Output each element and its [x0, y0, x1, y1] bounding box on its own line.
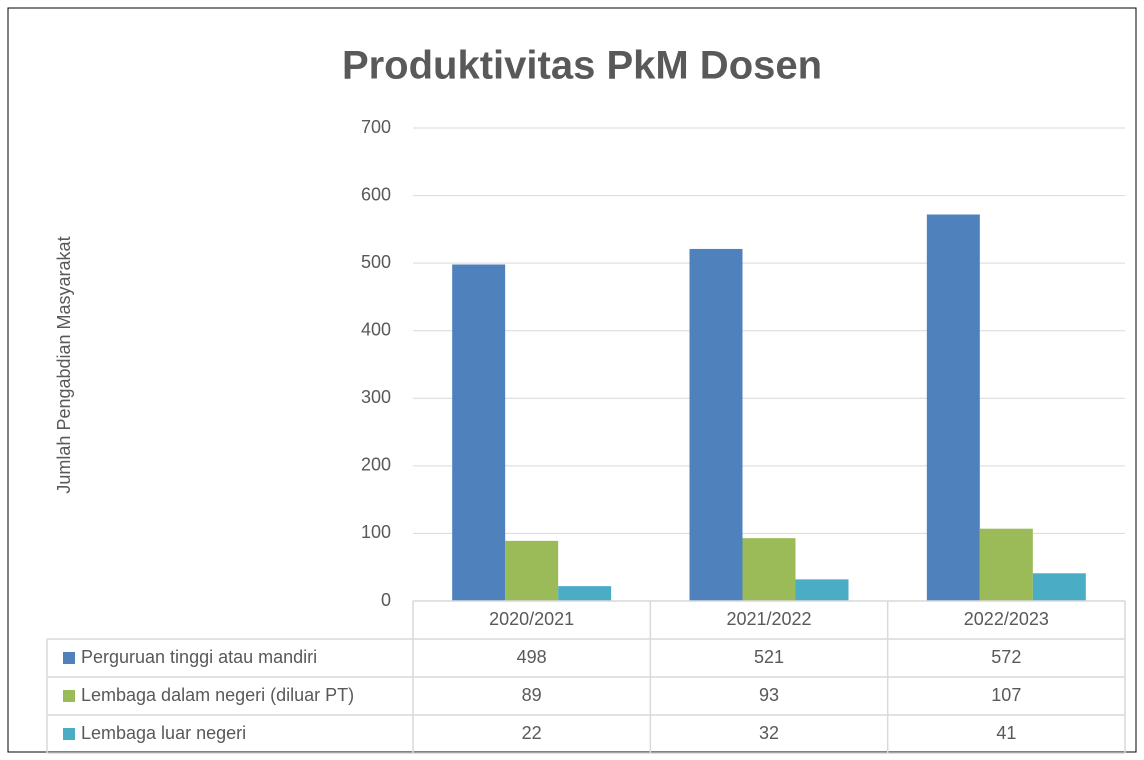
table-value: 22: [522, 723, 542, 743]
legend-key: [63, 690, 75, 702]
y-tick-label: 300: [361, 387, 391, 407]
bar: [452, 264, 506, 601]
x-tick-label: 2022/2023: [964, 609, 1049, 629]
y-tick-label: 500: [361, 252, 391, 272]
table-value: 107: [991, 685, 1021, 705]
bar: [742, 538, 796, 601]
table-value: 521: [754, 647, 784, 667]
y-tick-label: 100: [361, 522, 391, 542]
y-tick-label: 400: [361, 319, 391, 339]
bar: [505, 540, 559, 601]
table-value: 498: [517, 647, 547, 667]
y-tick-label: 600: [361, 184, 391, 204]
legend-label: Lembaga luar negeri: [81, 723, 246, 743]
bar: [979, 528, 1033, 601]
x-tick-label: 2020/2021: [489, 609, 574, 629]
x-tick-label: 2021/2022: [726, 609, 811, 629]
bar: [558, 586, 612, 601]
table-value: 572: [991, 647, 1021, 667]
legend-label: Lembaga dalam negeri (diluar PT): [81, 685, 354, 705]
table-value: 93: [759, 685, 779, 705]
y-tick-label: 700: [361, 117, 391, 137]
y-axis-label: Jumlah Pengabdian Masyarakat: [54, 236, 74, 493]
y-tick-label: 200: [361, 455, 391, 475]
legend-key: [63, 652, 75, 664]
chart-title: Produktivitas PkM Dosen: [342, 44, 822, 88]
table-value: 89: [522, 685, 542, 705]
table-value: 41: [996, 723, 1016, 743]
legend-key: [63, 728, 75, 740]
bar: [1032, 573, 1086, 601]
bar: [689, 248, 743, 601]
y-tick-label: 0: [381, 590, 391, 610]
bar: [795, 579, 849, 601]
bar: [926, 214, 980, 601]
table-value: 32: [759, 723, 779, 743]
legend-label: Perguruan tinggi atau mandiri: [81, 647, 317, 667]
